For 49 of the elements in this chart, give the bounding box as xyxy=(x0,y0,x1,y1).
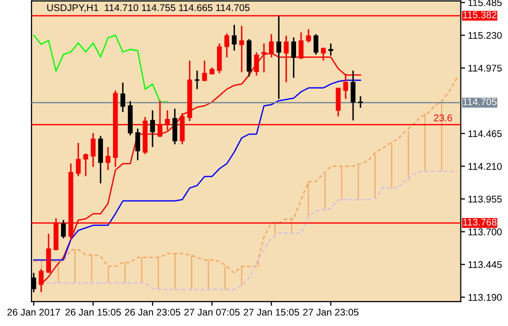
y-tick-label: 113.190 xyxy=(468,294,502,301)
candlestick xyxy=(232,24,237,52)
line-series xyxy=(33,80,362,261)
line-series xyxy=(33,77,458,274)
x-tick-label: 27 Jan 23:05 xyxy=(303,308,358,316)
candlestick xyxy=(314,33,318,56)
candlestick xyxy=(224,32,230,58)
ref-line-label: 114.705 xyxy=(463,98,496,106)
candlestick xyxy=(306,28,311,44)
candlestick xyxy=(61,219,66,240)
y-tick-label: 114.210 xyxy=(468,162,502,170)
x-tick-label: 26 Jan 2017 xyxy=(7,308,60,316)
candlestick xyxy=(202,60,207,82)
candlestick xyxy=(328,42,334,56)
line-series xyxy=(33,170,458,290)
candlestick xyxy=(172,108,178,145)
line-series xyxy=(33,34,168,103)
y-tick-label: 114.975 xyxy=(468,64,502,72)
x-tick-label: 27 Jan 07:05 xyxy=(184,308,240,316)
x-tick-label: 26 Jan 15:05 xyxy=(66,308,121,316)
candlestick xyxy=(135,128,140,161)
candlestick xyxy=(358,96,363,108)
candlestick xyxy=(343,73,348,100)
candlestick xyxy=(194,70,200,90)
candlestick xyxy=(90,132,96,168)
y-tick-label: 115.230 xyxy=(468,32,502,39)
candlestick xyxy=(336,87,341,118)
x-tick-label: 27 Jan 15:05 xyxy=(244,308,300,316)
y-tick-label: 114.465 xyxy=(468,130,502,138)
y-tick-label: 113.700 xyxy=(468,228,502,236)
candlestick xyxy=(106,146,110,171)
chart-title: USDJPY,H1 114.710 114.755 114.665 114.705 xyxy=(47,4,250,12)
annotation: 23.6 xyxy=(434,114,452,122)
candlestick xyxy=(239,25,244,73)
candlestick xyxy=(350,70,356,122)
ref-line-label: 115.382 xyxy=(463,11,496,18)
candlestick xyxy=(46,233,51,274)
candlestick xyxy=(76,142,81,177)
candlestick xyxy=(83,152,88,177)
candlestick xyxy=(217,42,222,74)
candlestick xyxy=(98,135,103,184)
y-tick-label: 113.445 xyxy=(468,261,502,268)
ref-line-label: 113.768 xyxy=(463,218,496,226)
x-tick-label: 26 Jan 23:05 xyxy=(124,308,180,316)
y-tick-label: 113.955 xyxy=(468,196,502,203)
candlestick xyxy=(276,15,282,100)
candlestick xyxy=(150,110,155,148)
candlestick xyxy=(120,82,126,113)
candlestick xyxy=(291,36,296,79)
